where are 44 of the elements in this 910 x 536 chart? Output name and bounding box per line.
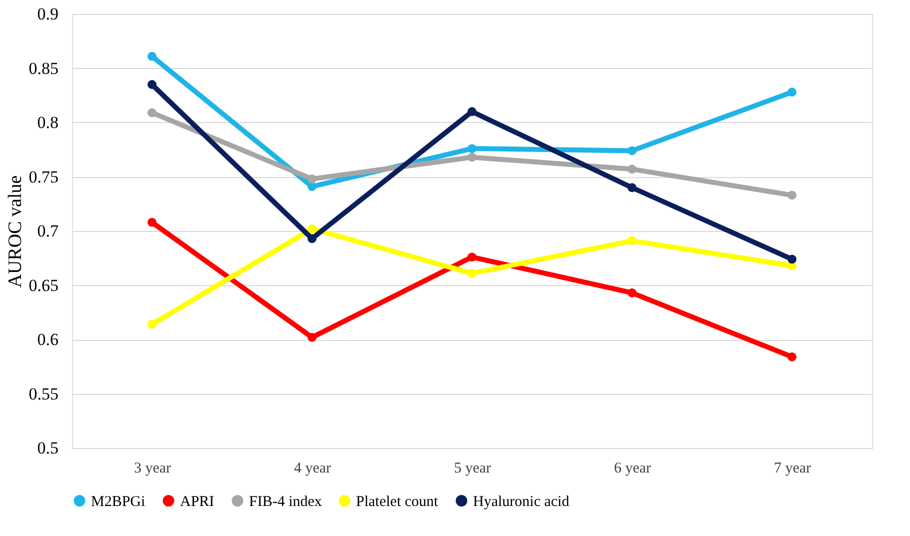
point [628,164,636,174]
x-tick-label: 6 year [614,460,652,476]
point [308,182,316,191]
point [148,108,156,118]
point [308,224,316,234]
point [628,183,636,192]
y-tick-label: 0.6 [37,330,58,349]
y-tick-label: 0.65 [28,276,58,295]
point [788,254,796,264]
point [308,332,316,342]
point [468,152,476,162]
point [308,174,316,184]
legend-label: Platelet count [356,494,439,510]
point [788,352,796,362]
point [468,252,476,262]
y-tick-label: 0.55 [28,384,58,404]
x-tick-label: 7 year [774,460,812,476]
y-tick-label: 0.5 [37,438,58,458]
x-tick-label: 3 year [134,460,172,476]
y-tick-label: 0.9 [37,4,58,24]
point [788,88,796,97]
legend-label: APRI [180,494,214,510]
legend-label: Hyaluronic acid [473,494,570,510]
x-tick-label: 5 year [454,460,492,476]
legend-label: FIB-4 index [249,494,322,510]
point [308,234,316,244]
point [148,218,156,227]
legend-label: M2BPGi [91,494,146,510]
y-axis-title: AUROC value [4,175,26,288]
point [788,190,796,200]
point [148,52,156,61]
point [468,107,476,116]
y-tick-label: 0.85 [28,58,58,78]
point [468,144,476,154]
point [148,320,156,329]
point [628,236,636,246]
point [468,268,476,278]
point [148,80,156,89]
y-tick-label: 0.75 [28,167,58,186]
x-tick-label: 4 year [294,460,332,476]
point [628,146,636,156]
point [628,288,636,298]
y-tick-label: 0.8 [37,113,58,132]
y-tick-label: 0.7 [37,222,59,240]
